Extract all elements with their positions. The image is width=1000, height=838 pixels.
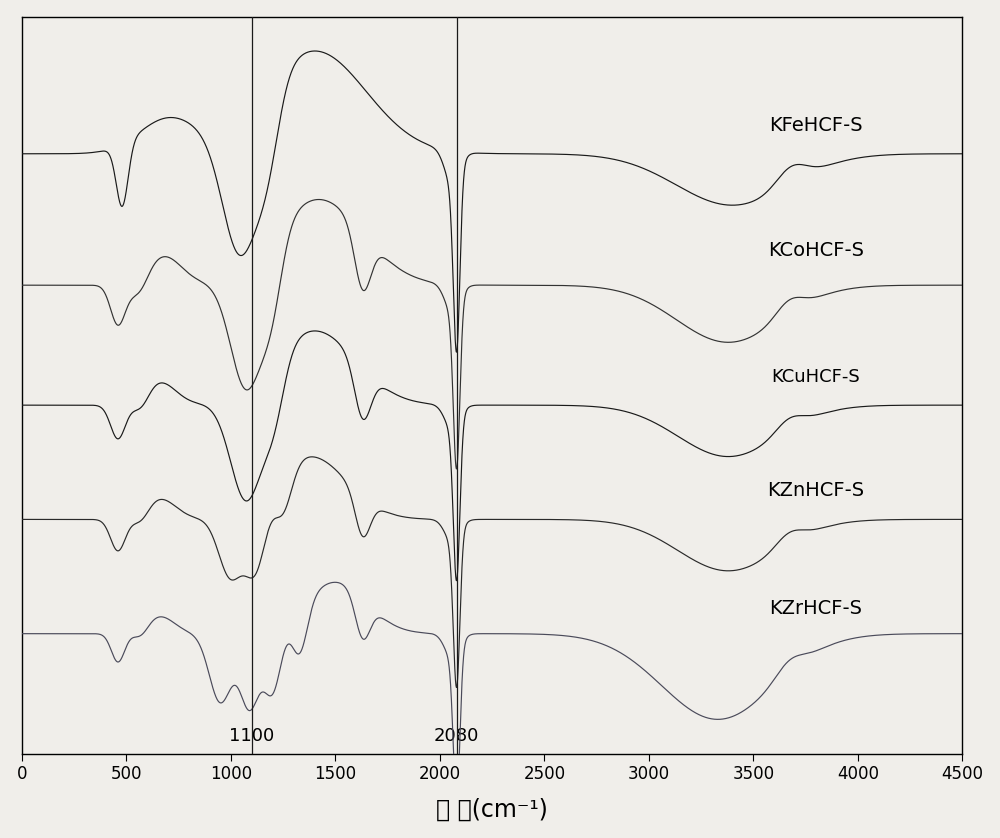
- Text: KFeHCF-S: KFeHCF-S: [769, 116, 863, 135]
- Text: KCoHCF-S: KCoHCF-S: [768, 241, 864, 261]
- Text: 1100: 1100: [229, 727, 274, 745]
- Text: KCuHCF-S: KCuHCF-S: [772, 368, 860, 385]
- X-axis label: 波 数(cm⁻¹): 波 数(cm⁻¹): [436, 797, 548, 821]
- Text: 2080: 2080: [434, 727, 479, 745]
- Text: KZrHCF-S: KZrHCF-S: [770, 599, 863, 618]
- Text: KZnHCF-S: KZnHCF-S: [767, 481, 865, 500]
